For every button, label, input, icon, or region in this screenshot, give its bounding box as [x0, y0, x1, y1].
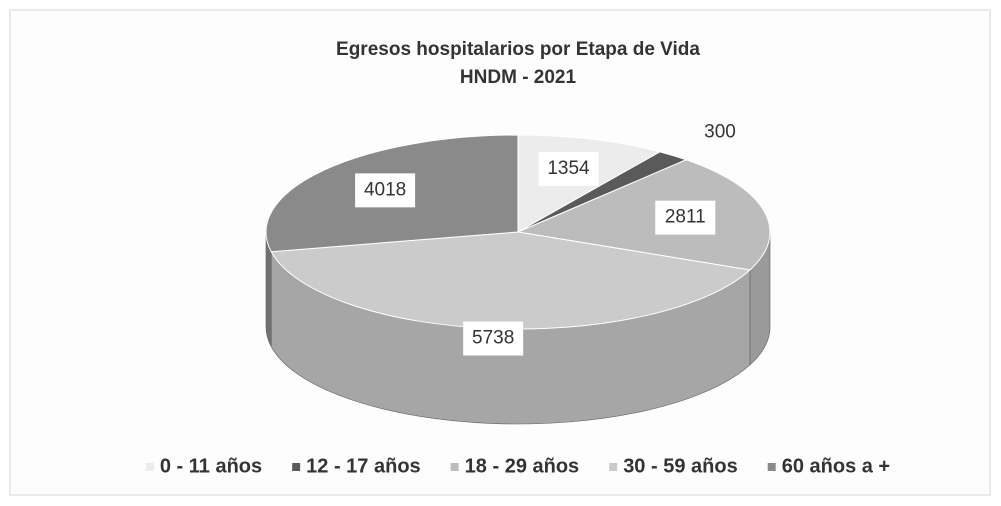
- legend-label: 12 - 17 años: [306, 455, 421, 477]
- slice: [516, 159, 771, 271]
- data-label: 2811: [665, 207, 706, 228]
- data-label-box: [538, 151, 599, 186]
- legend-swatch: [609, 463, 618, 471]
- data-label: 300: [704, 122, 736, 143]
- data-label: 4018: [364, 179, 406, 200]
- data-label: 1354: [547, 158, 590, 179]
- legend-item: 18 - 29 años: [450, 455, 580, 477]
- legend-swatch: [145, 463, 154, 471]
- chart-subtitle: HNDM - 2021: [460, 67, 577, 88]
- legend-swatch: [292, 463, 301, 471]
- legend-item: 0 - 11 años: [145, 455, 262, 477]
- legend-item: 30 - 59 años: [609, 455, 738, 477]
- data-label: 5738: [472, 328, 514, 349]
- data-label-box: [355, 173, 416, 208]
- legend-label: 60 años a +: [782, 455, 890, 477]
- legend-label: 0 - 11 años: [160, 455, 262, 477]
- legend-label: 30 - 59 años: [623, 455, 738, 477]
- data-label-box: [655, 200, 716, 235]
- chart-title: Egresos hospitalarios por Etapa de Vida: [336, 39, 700, 60]
- legend-swatch: [450, 463, 459, 471]
- legend-label: 18 - 29 años: [465, 455, 580, 477]
- legend-item: 12 - 17 años: [292, 455, 421, 477]
- legend-item: 60 años a +: [767, 455, 890, 477]
- legend-swatch: [767, 463, 776, 471]
- data-label-box: [463, 321, 524, 356]
